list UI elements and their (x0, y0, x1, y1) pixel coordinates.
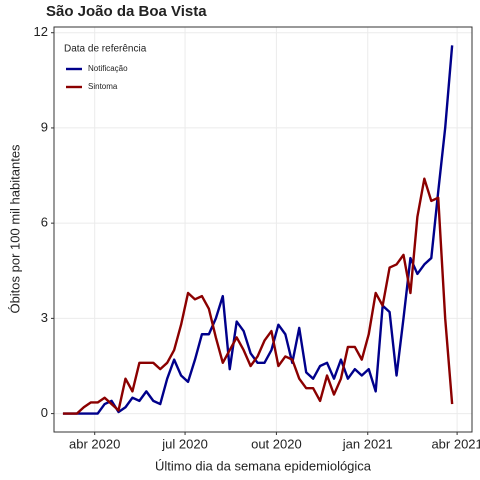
plot-border (53, 26, 473, 433)
y-tick-label: 12 (34, 24, 48, 39)
legend-label: Sintoma (88, 82, 118, 91)
y-tick-label: 9 (41, 119, 48, 134)
x-tick-label: jul 2020 (161, 436, 208, 451)
chart-title: São João da Boa Vista (46, 3, 207, 20)
y-tick-label: 3 (41, 310, 48, 325)
y-tick-label: 0 (41, 405, 48, 420)
series-line (62, 45, 454, 415)
legend-label: Notificação (88, 64, 128, 73)
y-axis-label: Óbitos por 100 mil habitantes (7, 144, 22, 314)
plot-background (54, 27, 472, 432)
x-tick-label: out 2020 (251, 436, 302, 451)
x-axis-label: Último dia da semana epidemiológica (155, 458, 372, 473)
y-tick-label: 6 (41, 215, 48, 230)
x-tick-label: abr 2020 (69, 436, 120, 451)
x-tick-label: jan 2021 (342, 436, 393, 451)
x-tick-label: abr 2021 (431, 436, 480, 451)
series-line (62, 177, 454, 415)
legend-title: Data de referência (64, 44, 147, 55)
